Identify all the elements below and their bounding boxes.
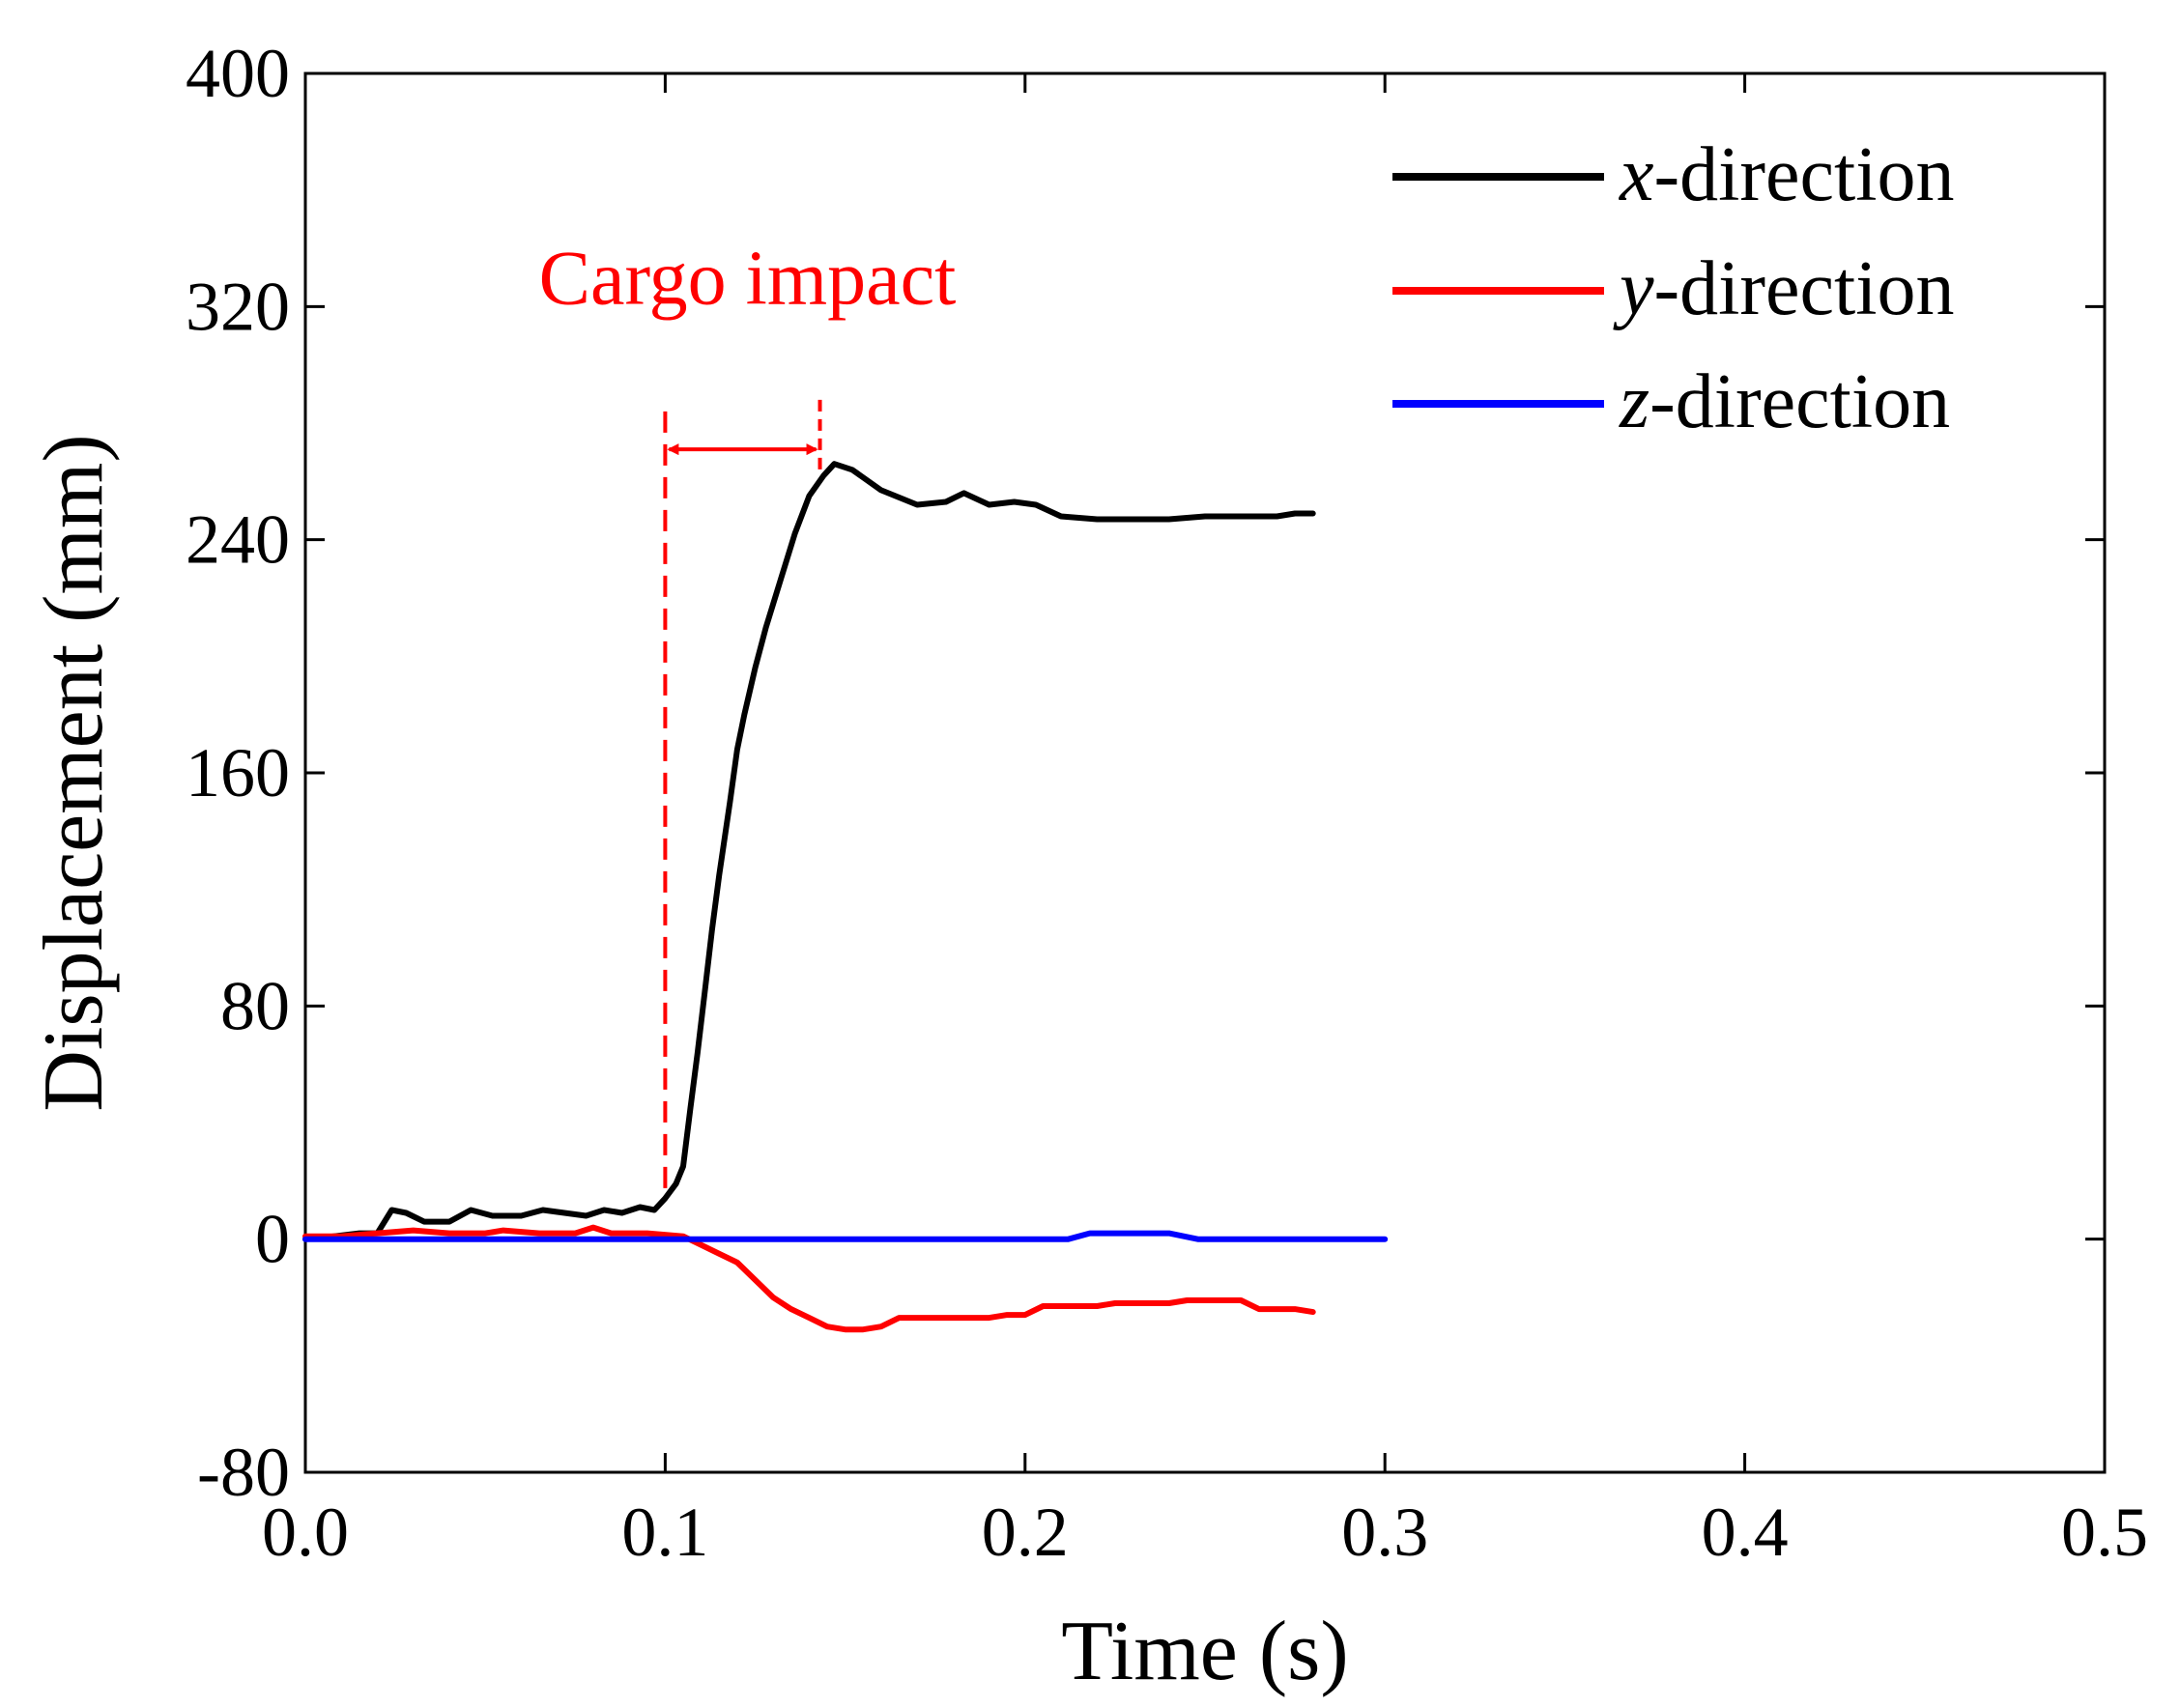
legend-label-z: z-direction (1619, 359, 1950, 444)
x-tick-label: 0.0 (262, 1494, 349, 1571)
y-tick-label: 400 (186, 35, 290, 112)
series-lines (302, 461, 1389, 1333)
series-line-x (302, 461, 1316, 1242)
legend: x-direction y-direction z-direction (1392, 132, 1955, 444)
y-tick-label: -80 (197, 1434, 290, 1511)
series-line-y (302, 1224, 1316, 1333)
y-tick-label: 160 (186, 734, 290, 811)
x-tick-label: 0.1 (621, 1494, 708, 1571)
series-line-z (302, 1230, 1389, 1242)
x-axis-title: Time (s) (1061, 1605, 1348, 1698)
legend-label-y: y-direction (1613, 246, 1955, 331)
y-tick-label: 320 (186, 268, 290, 345)
cargo-impact-annotation: Cargo impact (539, 236, 957, 1193)
y-axis-title: Displacement (mm) (27, 434, 121, 1111)
x-tick-label: 0.2 (982, 1494, 1069, 1571)
legend-label-x: x-direction (1619, 132, 1955, 217)
y-tick-label: 80 (220, 967, 290, 1044)
annotation-label: Cargo impact (539, 236, 957, 321)
x-tick-label: 0.4 (1702, 1494, 1789, 1571)
x-tick-label: 0.3 (1341, 1494, 1428, 1571)
axis-ticks: 0.0 0.1 0.2 0.3 0.4 0.5 -80 0 80 160 240 320 400 (186, 35, 2148, 1571)
x-tick-label: 0.5 (2061, 1494, 2148, 1571)
y-tick-label: 240 (186, 501, 290, 579)
y-tick-label: 0 (255, 1201, 290, 1278)
